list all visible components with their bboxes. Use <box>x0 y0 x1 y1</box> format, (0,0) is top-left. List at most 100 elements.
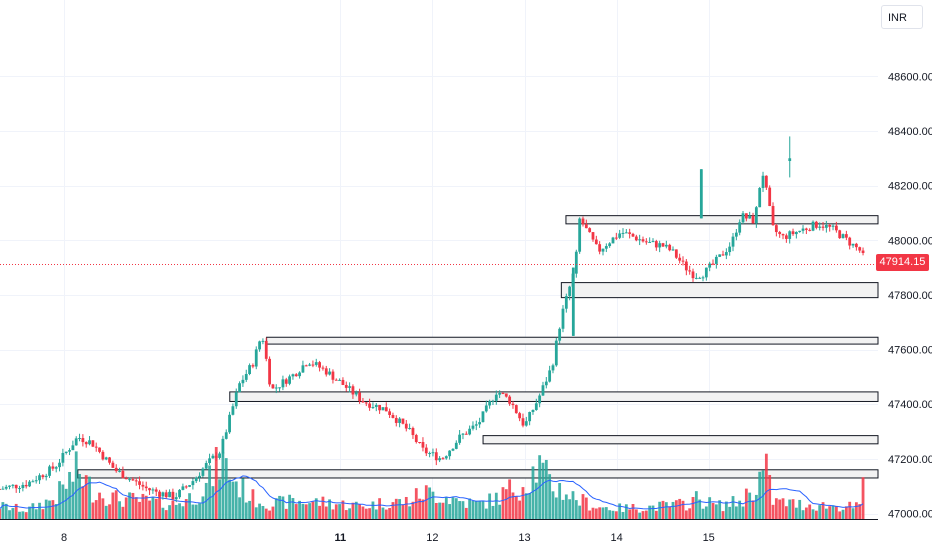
volume-bar <box>248 500 251 519</box>
candle-body <box>294 374 298 377</box>
candle-body <box>94 446 98 448</box>
price-tick-label: 47600.00 <box>888 345 932 357</box>
volume-bar <box>558 483 562 519</box>
volume-bar <box>624 504 628 519</box>
candle-body <box>571 267 575 336</box>
volume-bar <box>98 492 101 519</box>
volume-bar <box>778 499 782 519</box>
candle-body <box>631 233 635 237</box>
candle-body <box>331 371 335 380</box>
volume-bar <box>414 488 418 519</box>
candlesticks <box>0 136 865 503</box>
candle-body <box>778 232 782 235</box>
candle-body <box>658 243 662 248</box>
candle-body <box>674 249 678 258</box>
candle-body <box>41 475 45 478</box>
candle-body <box>428 453 432 455</box>
candle-body <box>144 486 148 489</box>
volume-bar <box>0 508 1 519</box>
candle-body <box>764 175 768 188</box>
volume-bar <box>828 506 832 519</box>
volume-bar <box>444 496 448 519</box>
price-axis[interactable]: 47000.00 47200.00 47400.00 47600.00 47800.00… <box>888 71 932 520</box>
volume-bar <box>494 492 498 519</box>
candle-body <box>661 243 665 247</box>
candle-body <box>344 384 348 388</box>
candle-body <box>848 237 852 246</box>
candle-body <box>614 237 618 239</box>
volume-bar <box>814 510 818 519</box>
candle-body <box>18 488 21 490</box>
candle-body <box>678 257 682 261</box>
volume-bar <box>48 500 51 519</box>
price-tick-label: 48400.00 <box>888 126 932 138</box>
candle-body <box>588 228 592 233</box>
volume-bar <box>764 453 768 519</box>
volume-bar <box>341 500 345 519</box>
volume-bar <box>138 501 141 519</box>
candle-body <box>264 340 268 359</box>
volume-bar <box>451 497 455 519</box>
volume-bar <box>84 475 88 519</box>
candle-body <box>474 424 478 426</box>
candle-body <box>301 365 305 373</box>
currency-selector[interactable]: INR <box>881 5 923 29</box>
candle-body <box>551 365 555 371</box>
candle-body <box>788 231 792 239</box>
candle-body <box>751 215 755 224</box>
volume-bar <box>88 476 91 519</box>
volume-bar <box>268 510 271 519</box>
volume-bar <box>101 498 105 519</box>
volume-bar <box>784 506 788 519</box>
volume-bar <box>238 497 241 519</box>
volume-bar <box>218 479 221 519</box>
volume-moving-average-line <box>0 475 864 510</box>
volume-bar <box>731 496 735 519</box>
volume-bar <box>68 471 71 519</box>
volume-bar <box>274 498 278 519</box>
candle-body <box>201 468 205 476</box>
candle-body <box>608 243 612 247</box>
candle-body <box>151 489 155 491</box>
volume-bar <box>141 493 145 519</box>
candle-body <box>771 206 775 226</box>
candle-body <box>621 232 625 234</box>
candle-body <box>511 403 515 406</box>
volume-bar <box>164 510 168 519</box>
price-tick-label: 48200.00 <box>888 181 932 193</box>
volume-bar <box>564 494 568 519</box>
candle-body <box>781 234 785 236</box>
volume-bar <box>534 482 538 519</box>
volume-bar <box>201 496 205 519</box>
candle-body <box>361 401 365 403</box>
volume-bar <box>811 509 815 519</box>
candle-body <box>728 246 732 253</box>
volume-bar <box>671 501 675 519</box>
volume-bar <box>314 498 318 519</box>
volume-bar <box>34 509 38 519</box>
candle-body <box>699 169 703 219</box>
volume-bar <box>198 503 201 519</box>
candle-body <box>198 475 201 478</box>
volume-bar <box>368 508 372 519</box>
candle-body <box>371 407 375 409</box>
candle-body <box>364 402 368 404</box>
volume-bar <box>104 505 108 519</box>
candle-body <box>128 479 131 481</box>
candle-body <box>38 475 41 481</box>
candle-body <box>84 442 88 445</box>
volume-bar <box>384 509 388 519</box>
candle-body <box>161 492 165 497</box>
price-tick-label: 47800.00 <box>888 290 932 302</box>
candle-body <box>581 218 585 225</box>
volume-bar <box>588 510 592 519</box>
volume-bar <box>258 503 261 519</box>
candle-body <box>744 213 748 219</box>
volume-bar <box>364 508 368 519</box>
volume-bar <box>4 503 8 519</box>
time-axis[interactable]: 81112131415181920 <box>61 532 932 544</box>
candle-body <box>858 247 862 251</box>
candle-body <box>824 224 828 228</box>
candle-body <box>171 491 175 500</box>
